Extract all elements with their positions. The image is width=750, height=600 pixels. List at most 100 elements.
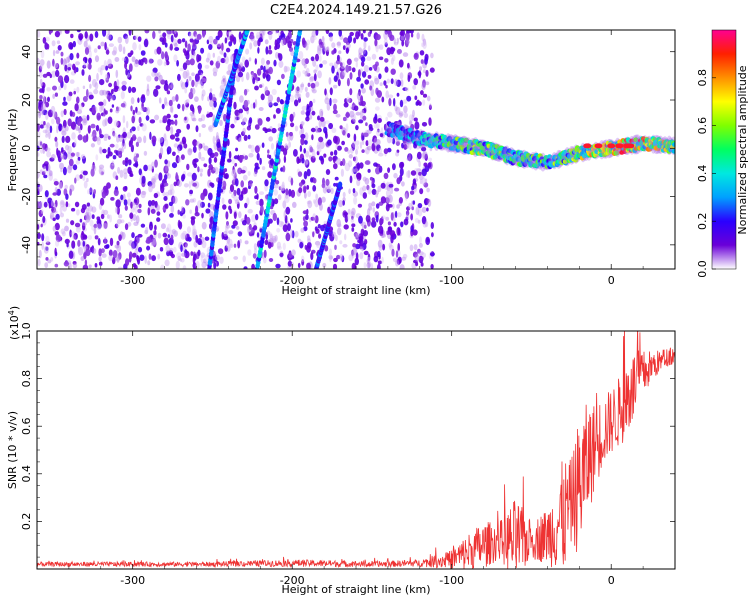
- spectrogram-noise-cell: [241, 121, 246, 126]
- spectrogram-noise-cell: [418, 171, 422, 176]
- spectrogram-noise-cell: [363, 132, 369, 138]
- spectrogram-noise-cell: [116, 244, 121, 253]
- spectrogram-noise-cell: [307, 82, 311, 88]
- spectrogram-noise-cell: [64, 64, 68, 72]
- spectrogram-noise-cell: [402, 253, 408, 259]
- spectrogram-noise-cell: [382, 243, 386, 251]
- spectrogram-noise-cell: [74, 103, 79, 112]
- spectrogram-noise-cell: [374, 39, 378, 47]
- spectrogram-noise-cell: [157, 253, 161, 260]
- spectrogram-noise-cell: [177, 180, 182, 187]
- spectrogram-noise-cell: [232, 168, 237, 177]
- spectrogram-noise-cell: [68, 91, 73, 97]
- spectrogram-noise-cell: [319, 116, 325, 122]
- spectrogram-noise-cell: [405, 170, 410, 178]
- spectrogram-noise-cell: [191, 48, 195, 56]
- spectrogram-noise-cell: [369, 30, 373, 35]
- spectrogram-noise-cell: [49, 73, 52, 79]
- spectrogram-noise-cell: [228, 230, 234, 235]
- spectrogram-noise-cell: [375, 45, 379, 53]
- spectrogram-noise-cell: [278, 186, 282, 191]
- spectrogram-noise-cell: [426, 207, 429, 212]
- spectrogram-noise-cell: [348, 154, 353, 159]
- spectrogram-noise-cell: [365, 140, 369, 147]
- spectrogram-noise-cell: [328, 156, 333, 162]
- spectrogram-noise-cell: [414, 95, 418, 101]
- spectrogram-noise-cell: [141, 94, 145, 99]
- spectrogram-noise-cell: [200, 192, 205, 201]
- spectrogram-noise-cell: [232, 220, 238, 227]
- spectrogram-noise-cell: [64, 238, 70, 244]
- spectrogram-noise-cell: [389, 138, 394, 143]
- spectrogram-noise-cell: [429, 103, 432, 109]
- spectrogram-noise-cell: [43, 121, 46, 126]
- spectrogram-noise-cell: [339, 66, 345, 72]
- spectrogram-noise-cell: [415, 261, 419, 267]
- spectrogram-noise-cell: [71, 207, 76, 212]
- spectrogram-noise-cell: [62, 58, 67, 67]
- spectrogram-noise-cell: [254, 85, 259, 91]
- spectrogram-noise-cell: [127, 69, 131, 78]
- spectrogram-noise-cell: [245, 48, 250, 55]
- spectrogram-noise-cell: [190, 251, 194, 256]
- spectrogram-noise-cell: [351, 215, 354, 220]
- spectrogram-noise-cell: [123, 172, 128, 180]
- spectrogram-noise-cell: [306, 168, 311, 177]
- spectrogram-noise-cell: [383, 172, 389, 180]
- spectrogram-noise-cell: [175, 172, 178, 181]
- spectrogram-noise-cell: [278, 220, 284, 228]
- spectrogram-noise-cell: [359, 110, 363, 120]
- spectrogram-noise-cell: [228, 151, 232, 159]
- spectrogram-noise-cell: [192, 145, 197, 153]
- spectrogram-noise-cell: [412, 229, 418, 236]
- spectrogram-noise-cell: [313, 69, 317, 74]
- spectrogram-noise-cell: [236, 199, 239, 205]
- spectrogram-noise-cell: [213, 38, 218, 45]
- spectrogram-noise-cell: [54, 186, 58, 194]
- spectrogram-noise-cell: [406, 30, 412, 34]
- spectrogram-noise-cell: [422, 99, 426, 106]
- spectrogram-noise-cell: [329, 35, 333, 42]
- spectrogram-noise-cell: [419, 256, 424, 261]
- spectrogram-noise-cell: [136, 254, 139, 263]
- spectrogram-noise-cell: [273, 59, 277, 67]
- spectrogram-noise-cell: [284, 195, 290, 203]
- spectrogram-noise-cell: [201, 78, 207, 83]
- spectrogram-noise-cell: [427, 162, 432, 168]
- spectrogram-noise-cell: [317, 47, 322, 55]
- spectrogram-noise-cell: [216, 141, 221, 148]
- spectrogram-noise-cell: [269, 158, 275, 166]
- spectrogram-noise-cell: [307, 238, 311, 243]
- spectrogram-noise-cell: [160, 79, 166, 85]
- spectrogram-noise-cell: [253, 248, 258, 255]
- spectrogram-noise-cell: [82, 240, 86, 247]
- spectrogram-noise-cell: [101, 253, 107, 258]
- spectrogram-noise-cell: [307, 200, 313, 209]
- spectrogram-noise-cell: [208, 164, 213, 170]
- spectrogram-noise-cell: [207, 52, 211, 61]
- spectrogram-noise-cell: [275, 30, 279, 33]
- spectrogram-noise-cell: [52, 210, 58, 214]
- spectrogram-noise-cell: [111, 50, 117, 56]
- spectrogram-noise-cell: [175, 137, 180, 142]
- spectrogram-noise-cell: [51, 70, 57, 78]
- spectrogram-noise-cell: [131, 241, 137, 249]
- spectrogram-noise-cell: [273, 114, 276, 119]
- signal-cell: [442, 134, 447, 140]
- spectrogram-noise-cell: [167, 189, 173, 196]
- spectrogram-noise-cell: [362, 115, 367, 121]
- spectrogram-x-axis-label: Height of straight line (km): [281, 284, 430, 297]
- spectrogram-noise-cell: [419, 178, 423, 185]
- spectrogram-noise-cell: [285, 232, 291, 242]
- spectrogram-y-tick-label: 0: [20, 145, 33, 152]
- spectrogram-noise-cell: [347, 133, 351, 138]
- spectrogram-noise-cell: [421, 82, 426, 90]
- spectrogram-noise-cell: [252, 253, 257, 259]
- spectrogram-noise-cell: [187, 148, 193, 156]
- spectrogram-noise-cell: [339, 62, 343, 67]
- spectrogram-noise-cell: [255, 213, 259, 221]
- spectrogram-noise-cell: [241, 118, 245, 127]
- spectrogram-noise-cell: [99, 105, 103, 113]
- spectrogram-noise-cell: [301, 120, 304, 127]
- spectrogram-noise-cell: [166, 223, 172, 232]
